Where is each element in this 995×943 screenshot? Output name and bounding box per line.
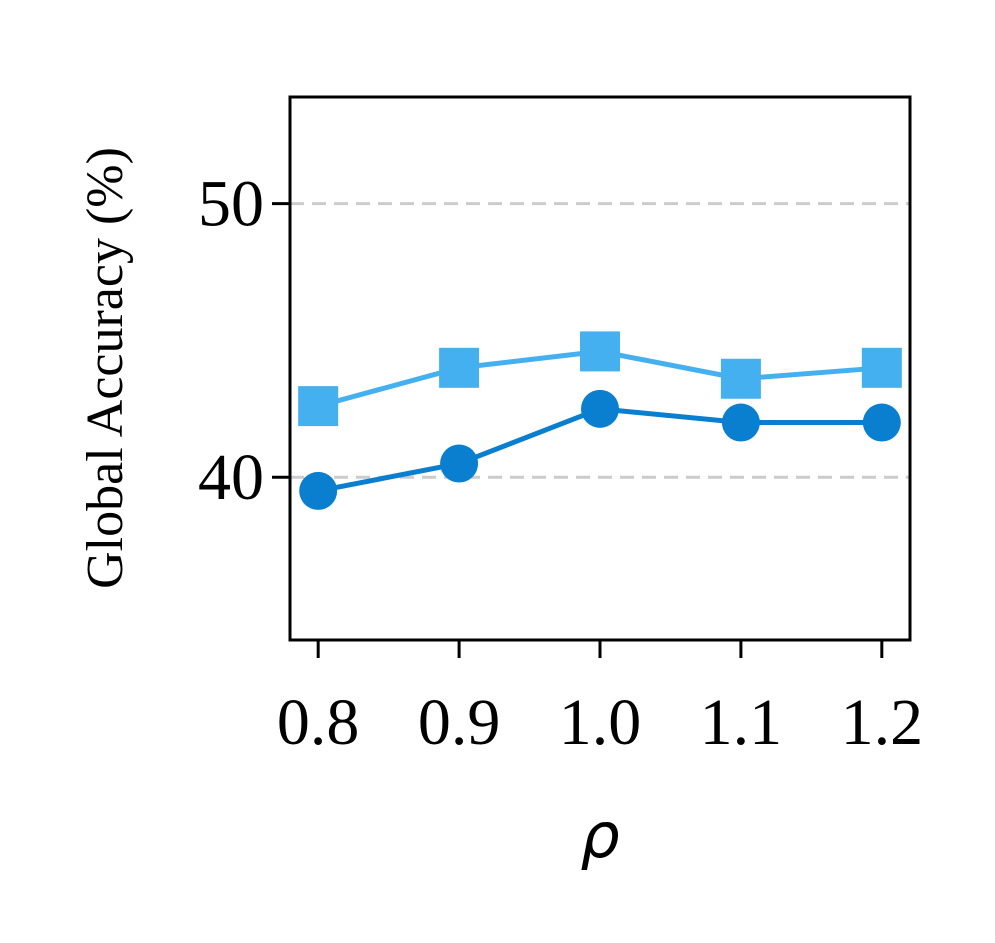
gridlines bbox=[290, 202, 910, 479]
circle-marker bbox=[862, 403, 901, 442]
plot-series bbox=[298, 331, 902, 510]
y-tick-label: 40 bbox=[198, 441, 264, 514]
square-marker bbox=[439, 347, 480, 388]
x-tick-label: 1.2 bbox=[841, 686, 924, 759]
y-tick-label: 50 bbox=[198, 168, 264, 241]
x-tick-label: 1.0 bbox=[559, 686, 642, 759]
x-tick-label: 0.9 bbox=[418, 686, 501, 759]
circle-marker bbox=[581, 389, 619, 428]
circle-marker bbox=[721, 403, 760, 442]
axis-ticks: 40 50 0.8 0.9 1.0 1.1 1.2 bbox=[198, 168, 923, 759]
x-tick-label: 1.1 bbox=[700, 686, 783, 759]
square-marker bbox=[861, 347, 902, 388]
x-tick-label: 0.8 bbox=[277, 686, 360, 759]
y-axis-title: Global Accuracy (%) bbox=[77, 147, 134, 589]
circle-marker bbox=[299, 471, 338, 510]
x-axis-title: ρ bbox=[580, 799, 619, 872]
circle-marker bbox=[440, 444, 479, 483]
square-marker bbox=[298, 386, 339, 427]
square-marker bbox=[720, 358, 761, 399]
square-marker bbox=[580, 331, 620, 372]
